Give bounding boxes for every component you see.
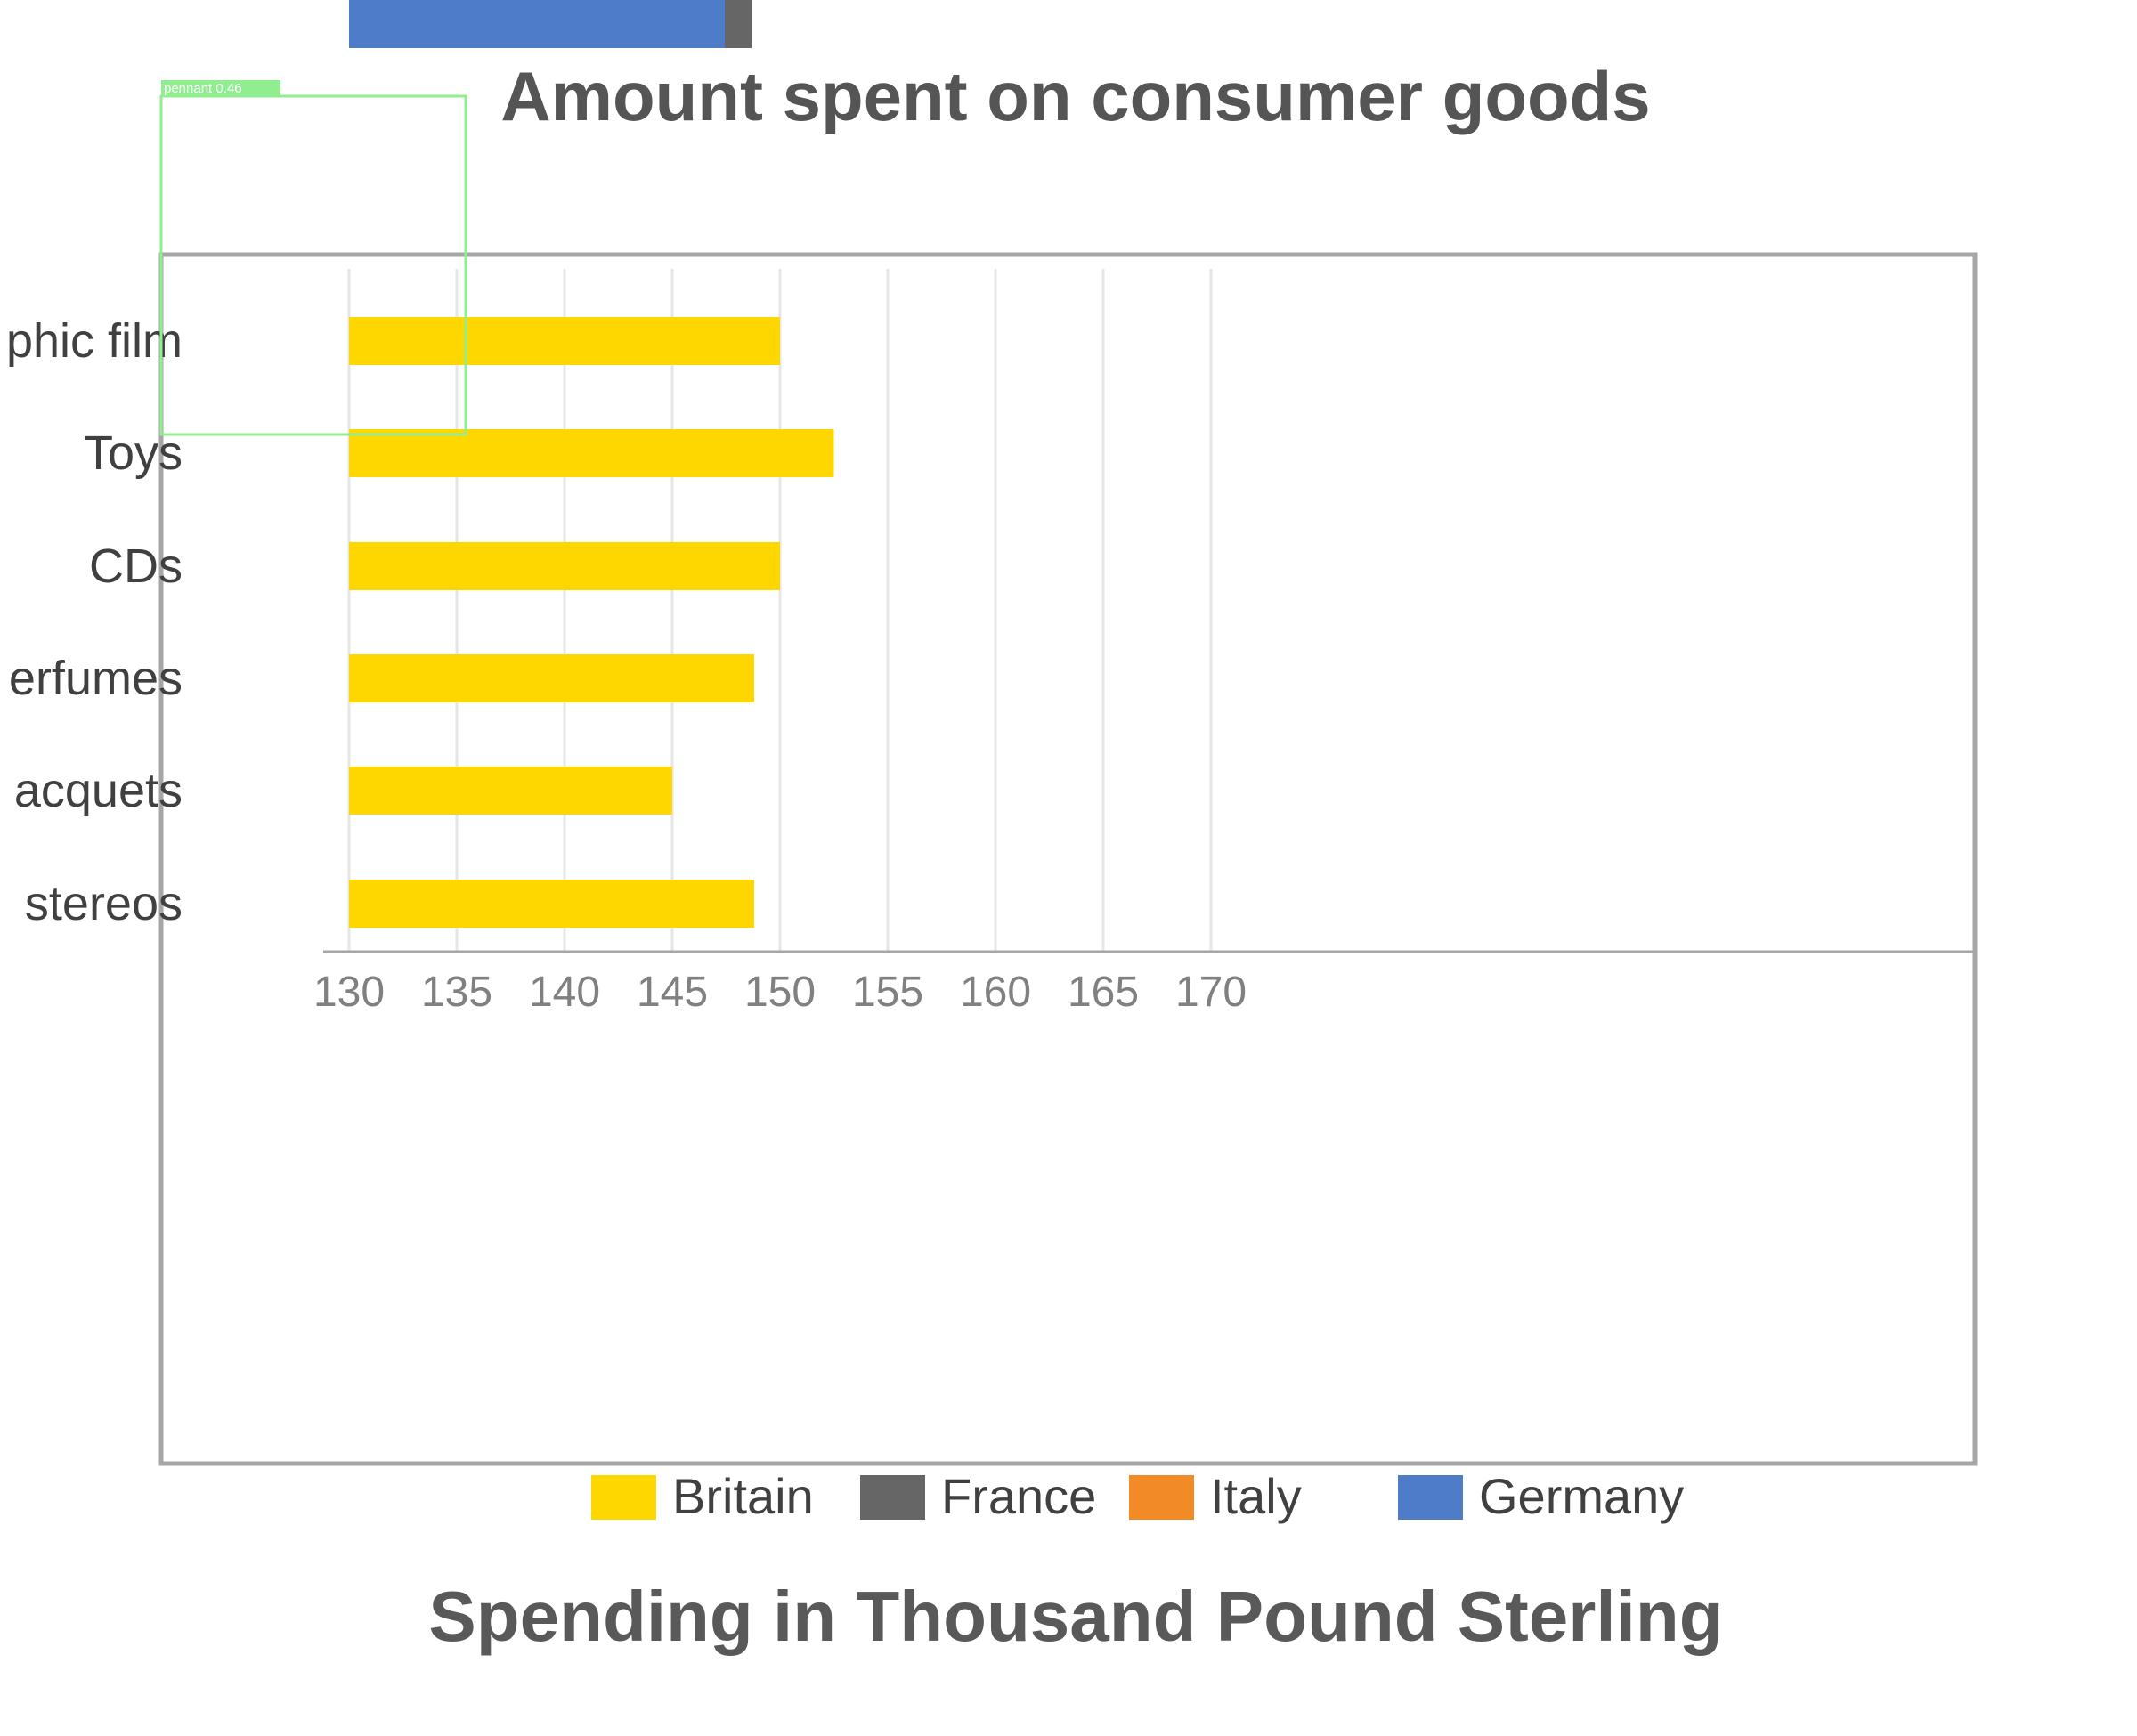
bar-britain-0 — [349, 317, 780, 365]
category-label-2: CDs — [89, 539, 183, 593]
x-tick-165: 165 — [1068, 969, 1139, 1016]
bar-britain-4 — [349, 767, 672, 815]
x-tick-160: 160 — [960, 969, 1031, 1016]
legend: Britain France Italy Germany — [591, 1468, 1684, 1524]
category-label-4: acquets — [14, 764, 183, 817]
legend-label-france: France — [941, 1468, 1096, 1524]
bar-britain-5 — [349, 880, 754, 928]
x-tick-170: 170 — [1175, 969, 1247, 1016]
category-label-0: phic film — [6, 314, 183, 368]
plot-frame — [158, 252, 1978, 1466]
top-clipped-bar-germany — [349, 0, 725, 48]
bars — [349, 317, 834, 928]
pennant-detection-tag — [161, 80, 280, 96]
x-tick-135: 135 — [421, 969, 492, 1016]
x-tick-155: 155 — [852, 969, 923, 1016]
x-tick-130: 130 — [313, 969, 385, 1016]
x-tick-140: 140 — [529, 969, 600, 1016]
x-axis-label: Spending in Thousand Pound Sterling — [428, 1577, 1722, 1656]
top-clipped-bar-france — [725, 0, 752, 48]
pennant-detection-box — [159, 94, 467, 436]
gridlines — [347, 269, 1213, 952]
bar-britain-2 — [349, 542, 780, 590]
x-tick-150: 150 — [744, 969, 816, 1016]
legend-swatch-britain — [591, 1475, 656, 1520]
legend-label-britain: Britain — [672, 1468, 814, 1524]
pennant-detection-label: pennant 0.46 — [164, 81, 242, 96]
bar-britain-1 — [349, 429, 834, 477]
bar-britain-3 — [349, 654, 754, 702]
legend-swatch-germany — [1398, 1475, 1463, 1520]
chart-title: Amount spent on consumer goods — [500, 57, 1650, 135]
legend-swatch-france — [860, 1475, 925, 1520]
category-label-3: erfumes — [9, 652, 183, 705]
x-tick-145: 145 — [637, 969, 708, 1016]
legend-swatch-italy — [1129, 1475, 1194, 1520]
x-tick-labels: 130 135 140 145 150 155 160 165 170 — [313, 969, 1247, 1016]
legend-label-germany: Germany — [1479, 1468, 1684, 1524]
category-label-5: stereos — [25, 877, 183, 930]
legend-label-italy: Italy — [1210, 1468, 1302, 1524]
